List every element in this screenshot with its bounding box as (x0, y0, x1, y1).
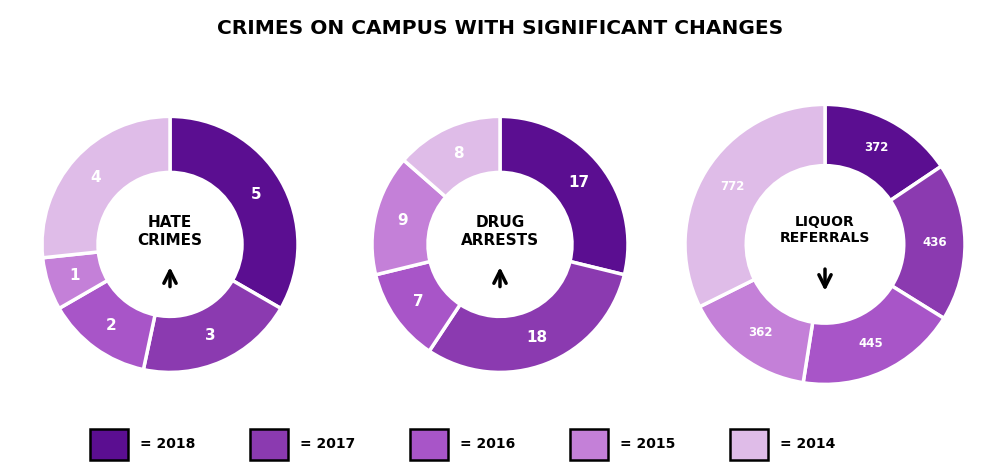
Wedge shape (429, 261, 624, 372)
Text: 445: 445 (858, 337, 883, 350)
Text: 372: 372 (864, 141, 889, 154)
Text: CRIMES ON CAMPUS WITH SIGNIFICANT CHANGES: CRIMES ON CAMPUS WITH SIGNIFICANT CHANGE… (217, 19, 783, 38)
Text: 7: 7 (413, 294, 423, 309)
Wedge shape (685, 104, 825, 307)
Text: = 2014: = 2014 (780, 437, 835, 451)
Wedge shape (700, 280, 813, 383)
Text: LIQUOR
REFERRALS: LIQUOR REFERRALS (780, 215, 870, 245)
Text: 5: 5 (251, 187, 262, 202)
Text: 18: 18 (526, 330, 547, 345)
Text: HATE
CRIMES: HATE CRIMES (138, 215, 202, 248)
Wedge shape (890, 166, 965, 318)
Text: = 2017: = 2017 (300, 437, 355, 451)
Wedge shape (42, 117, 170, 258)
Text: 17: 17 (568, 175, 589, 190)
Wedge shape (404, 117, 500, 197)
Wedge shape (500, 117, 628, 275)
Wedge shape (825, 104, 941, 201)
Text: 4: 4 (90, 170, 101, 185)
Wedge shape (376, 261, 460, 351)
Text: = 2015: = 2015 (620, 437, 675, 451)
Wedge shape (803, 286, 944, 384)
Text: 9: 9 (398, 213, 408, 228)
Text: 436: 436 (922, 236, 947, 249)
Text: 8: 8 (453, 146, 464, 161)
Text: 1: 1 (70, 268, 80, 283)
Text: 772: 772 (720, 180, 744, 193)
Text: DRUG
ARRESTS: DRUG ARRESTS (461, 215, 539, 248)
Text: = 2018: = 2018 (140, 437, 195, 451)
Text: 362: 362 (748, 326, 773, 339)
Text: 2: 2 (106, 318, 117, 333)
Wedge shape (59, 281, 155, 369)
Text: 3: 3 (205, 328, 216, 343)
Wedge shape (43, 252, 108, 308)
Text: = 2016: = 2016 (460, 437, 515, 451)
Wedge shape (143, 281, 281, 372)
Wedge shape (170, 117, 298, 308)
Wedge shape (372, 160, 446, 275)
